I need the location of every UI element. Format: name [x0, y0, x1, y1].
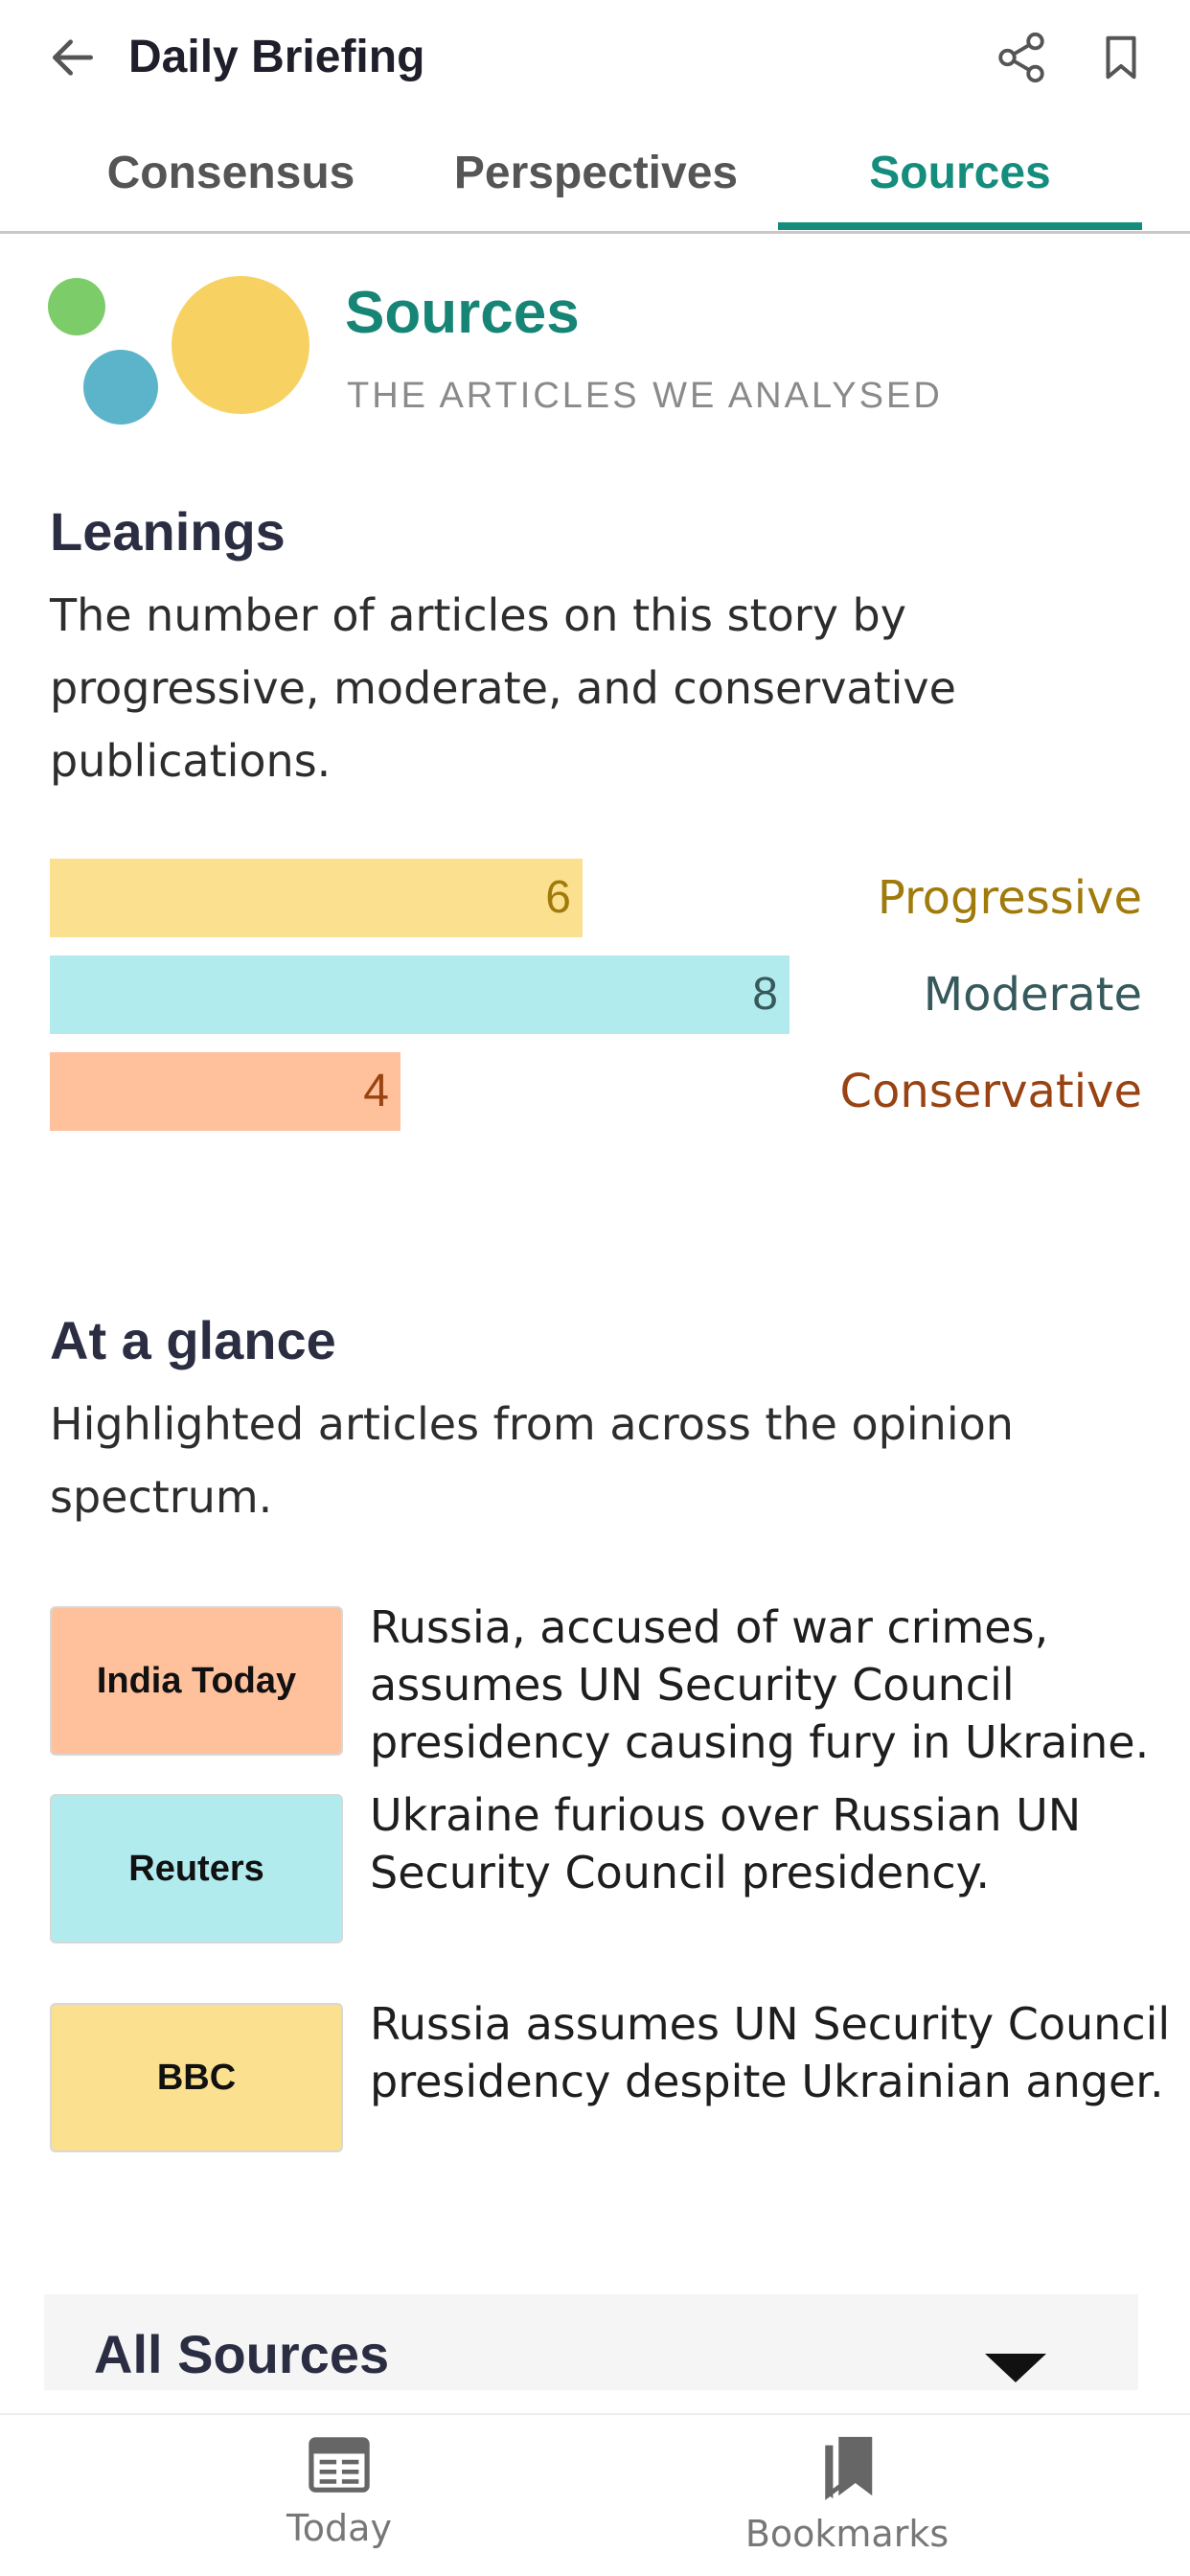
share-button[interactable]: [991, 27, 1052, 88]
calendar-icon: [309, 2437, 370, 2493]
article-headline: Russia assumes UN Security Council presi…: [370, 1998, 1171, 2107]
bar-value: 8: [752, 969, 778, 1020]
bookmark-button[interactable]: [1090, 27, 1152, 88]
active-tab-indicator: [778, 222, 1142, 230]
leanings-heading: Leanings: [50, 501, 286, 562]
tab-perspectives[interactable]: Perspectives: [453, 147, 739, 198]
bottom-navigation: Today Bookmarks: [0, 2413, 1190, 2576]
glance-description: Highlighted articles from across the opi…: [50, 1398, 1014, 1523]
nav-bookmarks-label: Bookmarks: [744, 2513, 950, 2555]
section-subtitle: THE ARTICLES WE ANALYSED: [347, 376, 943, 416]
app-bar: Daily Briefing: [0, 0, 1190, 113]
back-button[interactable]: [42, 27, 103, 88]
bar-conservative: 4: [50, 1052, 400, 1131]
all-sources-toggle[interactable]: All Sources: [44, 2294, 1138, 2390]
nav-today[interactable]: Today: [215, 2434, 464, 2568]
bar-value: 4: [363, 1066, 389, 1116]
article-headline: Ukraine furious over Russian UN Security…: [370, 1789, 1082, 1898]
bar-progressive: 6: [50, 859, 583, 937]
nav-bookmarks[interactable]: Bookmarks: [722, 2434, 972, 2568]
leanings-description: The number of articles on this story by …: [50, 589, 956, 787]
leaning-row-progressive: 6 Progressive: [50, 859, 1142, 937]
bookmarks-icon: [825, 2436, 873, 2500]
tab-consensus[interactable]: Consensus: [106, 147, 355, 198]
arrow-left-icon: [53, 39, 93, 76]
sources-logo-icon: [48, 276, 309, 425]
source-badge: Reuters: [50, 1794, 343, 1944]
all-sources-label: All Sources: [94, 2324, 390, 2384]
bookmark-outline-icon: [1106, 35, 1136, 80]
caret-down-icon: [985, 2354, 1046, 2382]
bar-value: 6: [545, 872, 571, 923]
share-icon: [998, 32, 1044, 83]
page-title: Daily Briefing: [128, 32, 425, 82]
bar-label: Conservative: [839, 1065, 1143, 1118]
article-headline: Russia, accused of war crimes, assumes U…: [370, 1601, 1150, 1768]
bar-label: Progressive: [877, 871, 1142, 925]
section-title: Sources: [345, 280, 580, 346]
tab-sources[interactable]: Sources: [869, 147, 1051, 198]
nav-today-label: Today: [286, 2507, 392, 2549]
glance-heading: At a glance: [50, 1310, 336, 1370]
leaning-row-moderate: 8 Moderate: [50, 955, 1142, 1034]
bar-label: Moderate: [923, 968, 1142, 1022]
source-badge: BBC: [50, 2003, 343, 2152]
leaning-row-conservative: 4 Conservative: [50, 1052, 1142, 1131]
source-badge: India Today: [50, 1606, 343, 1756]
bar-moderate: 8: [50, 955, 790, 1034]
tab-bar: Consensus Perspectives Sources: [0, 113, 1190, 234]
